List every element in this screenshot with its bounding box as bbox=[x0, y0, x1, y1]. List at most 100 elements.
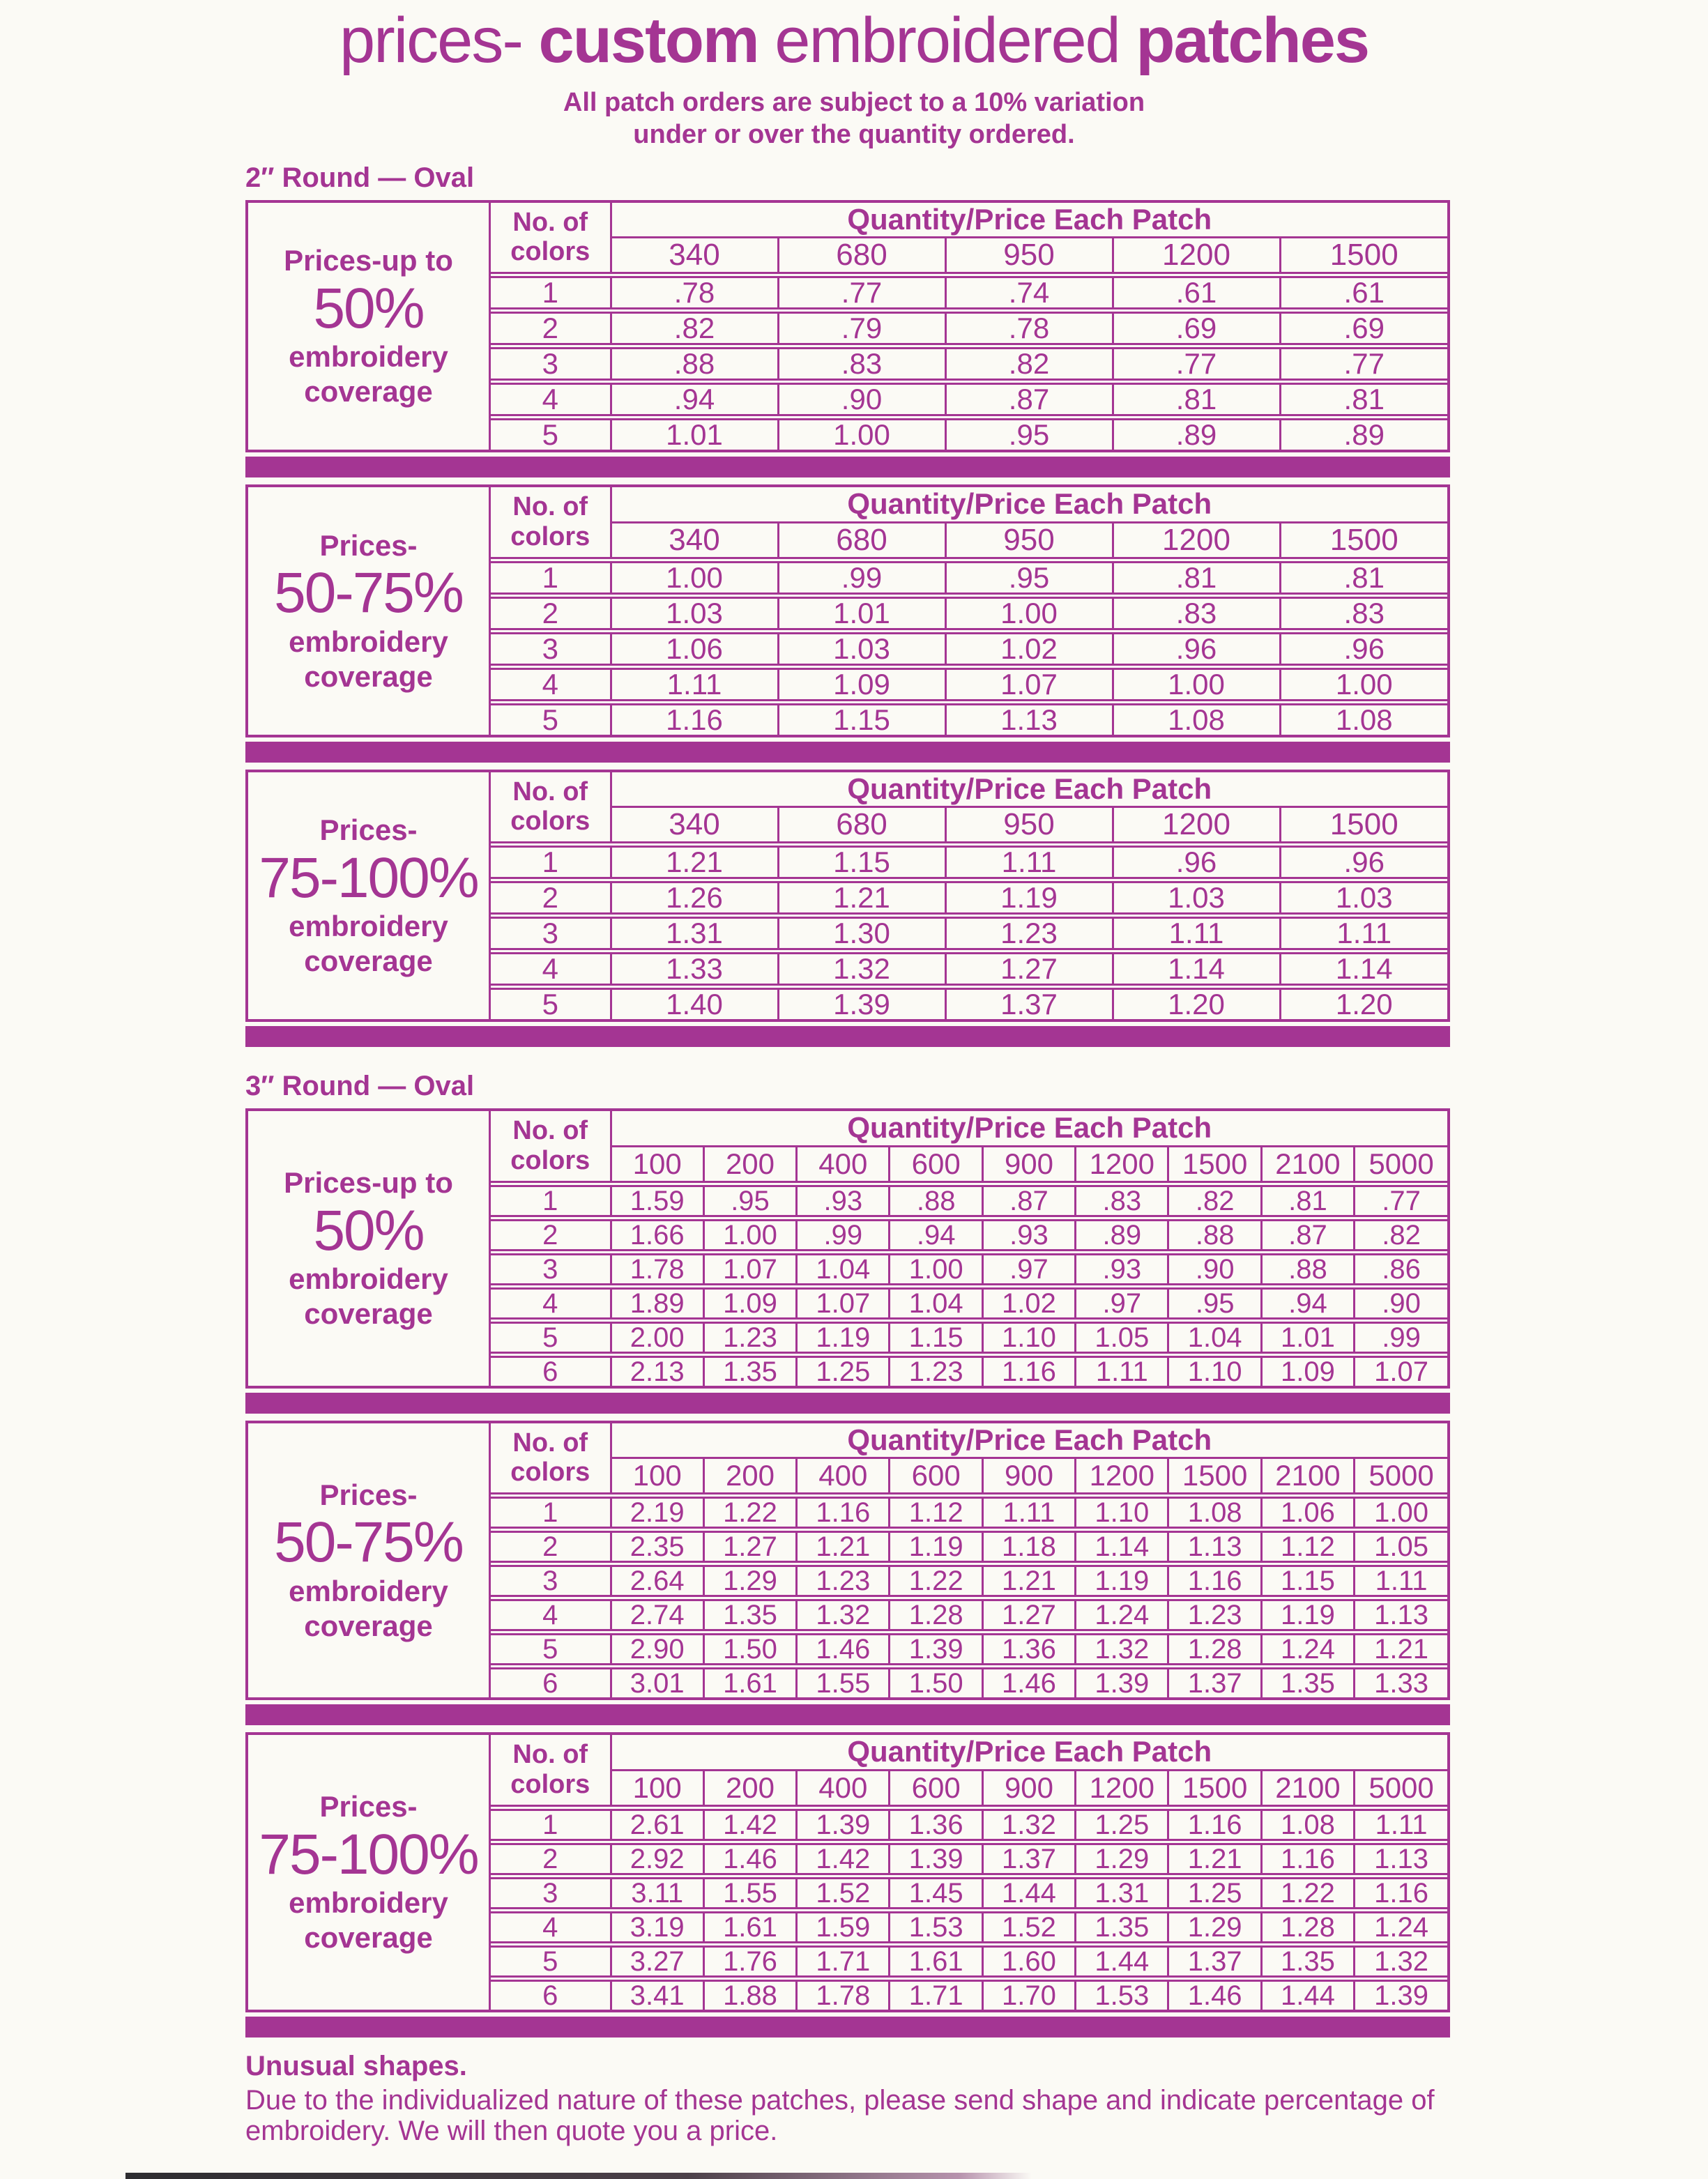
price-cell: .77 bbox=[1353, 1180, 1447, 1218]
price-cell: 1.32 bbox=[1074, 1629, 1168, 1667]
price-cell: 1.37 bbox=[944, 984, 1113, 1020]
price-cell: 1.32 bbox=[1353, 1941, 1447, 1979]
price-cell: .82 bbox=[609, 307, 778, 346]
price-cell: .89 bbox=[1074, 1214, 1168, 1253]
scan-edge-artifact bbox=[125, 2173, 1032, 2179]
price-cell: .82 bbox=[1167, 1180, 1262, 1218]
price-cell: 1.27 bbox=[702, 1527, 797, 1564]
colors-count-cell: 4 bbox=[491, 663, 611, 703]
quantity-header-cell: 1500 bbox=[1167, 1146, 1262, 1184]
price-cell: 1.10 bbox=[981, 1317, 1076, 1355]
price-cell: 1.06 bbox=[609, 627, 778, 667]
quantity-header-cell: 600 bbox=[888, 1146, 983, 1184]
price-cell: 1.04 bbox=[1167, 1317, 1262, 1355]
price-row: 1 1.00.99.95.81.81 bbox=[491, 556, 1447, 596]
colors-count-cell: 3 bbox=[491, 1561, 611, 1598]
price-cell: 1.26 bbox=[609, 877, 778, 916]
price-row: 6 2.13 1.35 1.25 1.23 1.16 1.11 1.10 1.09 1.07 bbox=[491, 1351, 1447, 1386]
price-cell: 1.78 bbox=[609, 1248, 704, 1287]
price-cell: 1.04 bbox=[888, 1283, 983, 1321]
quantity-price-header: Quantity/Price Each Patch bbox=[609, 487, 1447, 523]
price-cell: 1.00 bbox=[1111, 663, 1280, 703]
price-cell: .81 bbox=[1260, 1180, 1355, 1218]
price-cell: .61 bbox=[1279, 272, 1447, 311]
price-cell: 1.70 bbox=[981, 1975, 1076, 2010]
price-cell: .93 bbox=[1074, 1248, 1168, 1287]
price-cell: 1.16 bbox=[795, 1492, 890, 1530]
title-embroidered: embroidered bbox=[775, 5, 1121, 76]
price-cell: 1.78 bbox=[795, 1975, 890, 2010]
price-cell: 1.22 bbox=[702, 1492, 797, 1530]
price-table-3in-75-100: Prices- 75-100% embroidery coverage No. … bbox=[245, 1732, 1450, 2012]
coverage-label-line: Prices-up to bbox=[284, 1166, 453, 1200]
price-cell: .61 bbox=[1111, 272, 1280, 311]
section-heading-2in: 2″ Round — Oval bbox=[245, 162, 475, 193]
price-cell: .95 bbox=[944, 414, 1113, 450]
price-cell: 1.88 bbox=[702, 1975, 797, 2010]
coverage-label-line: coverage bbox=[304, 1609, 433, 1642]
colors-count-cell: 4 bbox=[491, 1283, 611, 1321]
price-cell: .69 bbox=[1279, 307, 1447, 346]
price-cell: .89 bbox=[1111, 414, 1280, 450]
price-cell: 1.46 bbox=[702, 1838, 797, 1876]
price-cell: .77 bbox=[1279, 343, 1447, 382]
colors-count-cell: 6 bbox=[491, 1351, 611, 1386]
title-prices: prices- bbox=[339, 5, 524, 76]
price-cell: 1.07 bbox=[702, 1248, 797, 1287]
quantity-header-cell: 5000 bbox=[1353, 1458, 1447, 1496]
quantity-header-cell: 200 bbox=[702, 1770, 797, 1808]
price-cell: 1.07 bbox=[795, 1283, 890, 1321]
price-cell: .95 bbox=[944, 556, 1113, 596]
coverage-label-line: Prices-up to bbox=[284, 244, 453, 277]
price-cell: 1.35 bbox=[1074, 1906, 1168, 1945]
price-cell: 1.37 bbox=[1167, 1941, 1262, 1979]
separator-bar bbox=[245, 1026, 1450, 1048]
coverage-label-line: embroidery bbox=[289, 340, 448, 374]
price-cell: .88 bbox=[1167, 1214, 1262, 1253]
price-grid: No. of colors Quantity/Price Each Patch 3… bbox=[491, 487, 1447, 735]
price-cell: 1.27 bbox=[981, 1595, 1076, 1633]
price-cell: 1.28 bbox=[1260, 1906, 1355, 1945]
price-cell: 2.13 bbox=[609, 1351, 704, 1386]
price-cell: .78 bbox=[944, 307, 1113, 346]
price-row: 4.94.90.87.81.81 bbox=[491, 379, 1447, 418]
quantity-header-cell: 680 bbox=[777, 522, 945, 560]
colors-count-cell: 5 bbox=[491, 1629, 611, 1667]
price-cell: 1.32 bbox=[981, 1804, 1076, 1842]
quantity-header-cell: 900 bbox=[981, 1458, 1076, 1496]
price-cell: 1.12 bbox=[1260, 1527, 1355, 1564]
colors-count-cell: 2 bbox=[491, 1527, 611, 1564]
price-cell: 1.11 bbox=[981, 1492, 1076, 1530]
price-cell: 1.01 bbox=[777, 592, 945, 632]
price-cell: .83 bbox=[1111, 592, 1280, 632]
price-cell: 1.20 bbox=[1111, 984, 1280, 1020]
price-cell: .95 bbox=[1167, 1283, 1262, 1321]
price-cell: 1.19 bbox=[1074, 1561, 1168, 1598]
colors-count-cell: 1 bbox=[491, 556, 611, 596]
quantity-header-cell: 2100 bbox=[1260, 1146, 1355, 1184]
price-cell: .78 bbox=[609, 272, 778, 311]
price-row: 5 2.90 1.50 1.46 1.39 1.36 1.32 1.28 1.24 1.21 bbox=[491, 1629, 1447, 1667]
colors-header-line: No. of bbox=[512, 1740, 588, 1770]
price-cell: 1.39 bbox=[777, 984, 945, 1020]
price-cell: .94 bbox=[888, 1214, 983, 1253]
quantity-header-cell: 600 bbox=[888, 1770, 983, 1808]
price-cell: .81 bbox=[1279, 379, 1447, 418]
unusual-shapes-heading: Unusual shapes. bbox=[245, 2050, 467, 2081]
price-cell: 1.09 bbox=[777, 663, 945, 703]
price-row: 1 1.59.95.93.88.87.83.82.81.77 bbox=[491, 1180, 1447, 1218]
price-row: 4 2.74 1.35 1.32 1.28 1.27 1.24 1.23 1.19 1.13 bbox=[491, 1595, 1447, 1633]
quantity-header-cell: 950 bbox=[944, 522, 1113, 560]
coverage-label: Prices- 50-75% embroidery coverage bbox=[248, 1423, 491, 1698]
price-cell: 1.22 bbox=[1260, 1872, 1355, 1911]
price-cell: 1.19 bbox=[888, 1527, 983, 1564]
price-cell: 1.89 bbox=[609, 1283, 704, 1321]
price-cell: 1.08 bbox=[1167, 1492, 1262, 1530]
price-cell: 1.21 bbox=[1353, 1629, 1447, 1667]
price-cell: 1.13 bbox=[1353, 1595, 1447, 1633]
price-cell: .89 bbox=[1279, 414, 1447, 450]
content: 2″ Round — Oval Prices-up to 50% embroid… bbox=[245, 162, 1450, 2146]
price-cell: .90 bbox=[777, 379, 945, 418]
separator-bar bbox=[245, 457, 1450, 478]
price-cell: .79 bbox=[777, 307, 945, 346]
